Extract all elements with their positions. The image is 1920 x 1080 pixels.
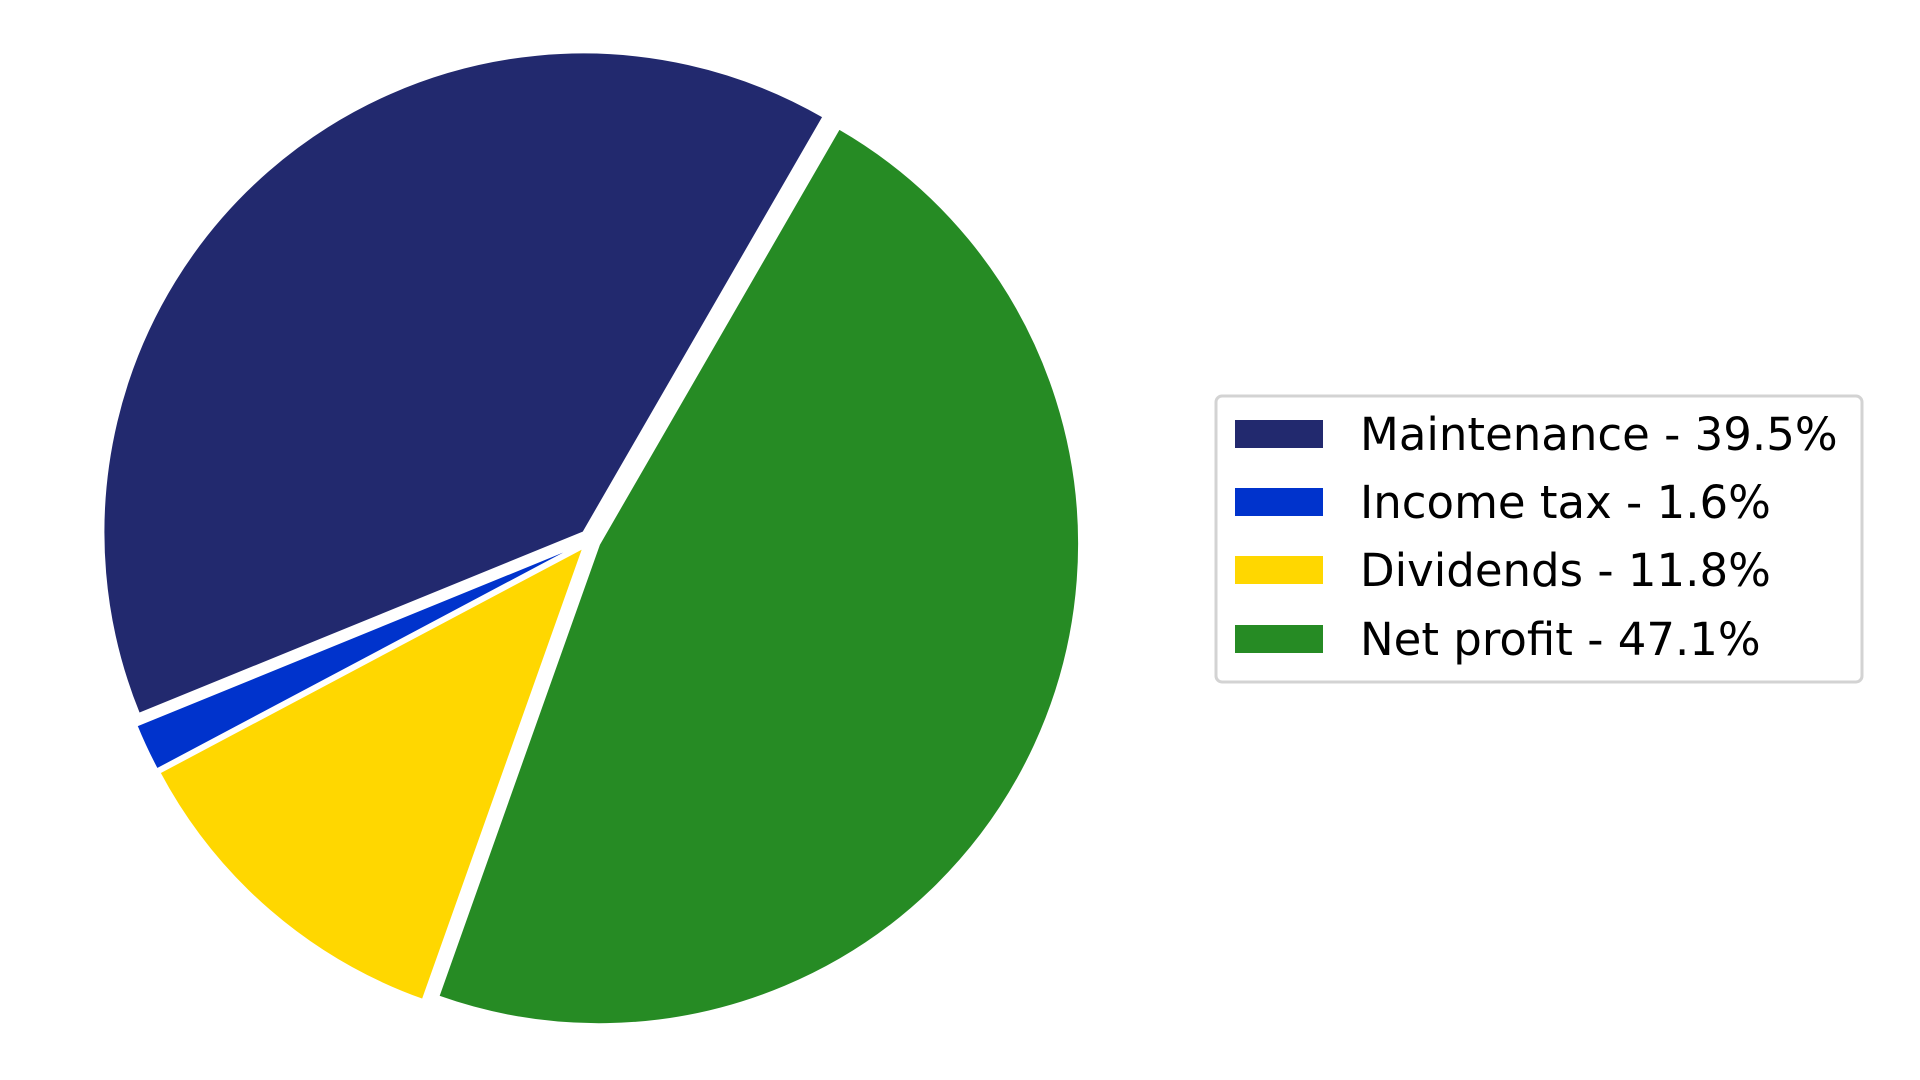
pie-slices — [102, 51, 1081, 1026]
pie-slice-income-tax — [135, 543, 582, 771]
legend-frame — [1214, 394, 1864, 684]
legend-label-dividends: Dividends - 11.8% — [1360, 544, 1771, 597]
pie-slice-maintenance — [102, 51, 825, 716]
legend-swatch-income-tax — [1235, 488, 1323, 516]
pie-slice-dividends — [158, 545, 586, 1002]
legend-swatch-maintenance — [1235, 420, 1323, 448]
legend-label-income-tax: Income tax - 1.6% — [1360, 476, 1771, 529]
legend-swatch-dividends — [1235, 556, 1323, 584]
legend-swatch-net-profit — [1235, 625, 1323, 653]
legend: Maintenance - 39.5% Income tax - 1.6% Di… — [1214, 394, 1864, 684]
legend-label-maintenance: Maintenance - 39.5% — [1360, 408, 1838, 461]
pie-slice-net-profit — [437, 127, 1081, 1026]
legend-label-net-profit: Net profit - 47.1% — [1360, 613, 1761, 666]
